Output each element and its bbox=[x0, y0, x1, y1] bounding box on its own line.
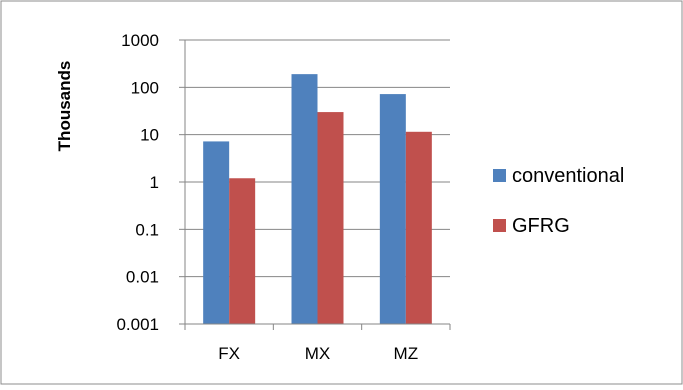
y-tick-label: 1000 bbox=[121, 31, 159, 50]
x-tick-label: MX bbox=[305, 344, 331, 363]
y-tick-label: 0.1 bbox=[135, 220, 159, 239]
y-tick-label: 100 bbox=[131, 78, 159, 97]
bar-conventional-mz bbox=[379, 94, 406, 324]
y-tick-label: 0.001 bbox=[116, 315, 159, 334]
y-axis-label: Thousands bbox=[55, 61, 74, 152]
bars bbox=[203, 74, 432, 325]
legend: conventional GFRG bbox=[493, 165, 624, 237]
axes bbox=[179, 39, 451, 330]
x-tick-label: FX bbox=[218, 344, 240, 363]
legend-label-gfrg: GFRG bbox=[512, 215, 570, 237]
legend-swatch-conventional bbox=[493, 169, 506, 182]
x-tick-label: MZ bbox=[394, 344, 419, 363]
bar-gfrg-fx bbox=[229, 178, 256, 324]
bar-gfrg-mx bbox=[317, 112, 344, 325]
bar-conventional-mx bbox=[291, 74, 318, 324]
y-tick-label: 0.01 bbox=[126, 268, 159, 287]
bar-gfrg-mz bbox=[405, 131, 432, 324]
legend-label-conventional: conventional bbox=[512, 165, 624, 187]
tick-labels: 1000 100 10 1 0.1 0.01 0.001 FX MX MZ bbox=[116, 31, 418, 363]
bar-conventional-fx bbox=[203, 141, 230, 324]
legend-swatch-gfrg bbox=[493, 219, 506, 232]
y-tick-label: 10 bbox=[140, 126, 159, 145]
y-tick-label: 1 bbox=[150, 173, 159, 192]
